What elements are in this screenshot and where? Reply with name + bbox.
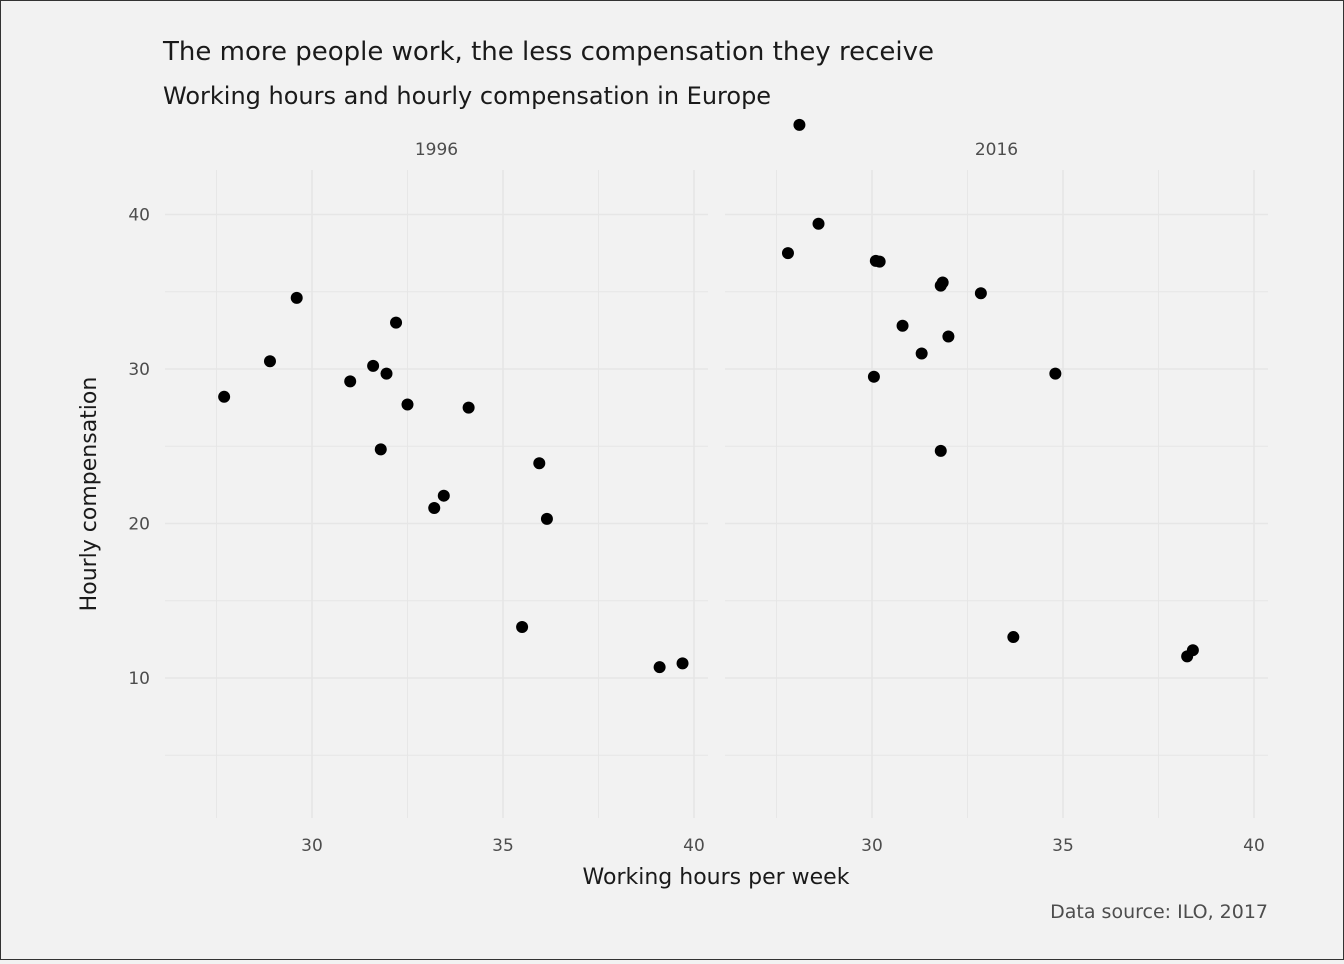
data-point [812,217,825,230]
data-point [390,316,403,329]
y-tick-label: 40 [128,206,150,226]
data-point [374,443,387,456]
data-point [793,118,806,131]
data-point [942,330,955,343]
y-axis-title: Hourly compensation [77,377,102,612]
data-point [781,247,794,260]
data-point [516,621,529,634]
data-point [934,444,947,457]
data-point [1049,367,1062,380]
x-tick-label: 35 [492,836,514,856]
y-tick-label: 20 [128,515,150,535]
data-point [263,355,276,368]
data-point [896,319,909,332]
data-point [540,512,553,525]
chart-subtitle: Working hours and hourly compensation in… [163,82,771,110]
x-tick-label: 40 [683,836,705,856]
data-point [218,390,231,403]
data-point [653,661,666,674]
x-tick-label: 40 [1243,836,1265,856]
data-point [380,367,393,380]
data-point [915,347,928,360]
y-tick-label: 30 [128,360,150,380]
data-point [1007,631,1020,644]
panel-label: 2016 [975,140,1018,160]
data-point [367,359,380,372]
x-tick-label: 35 [1052,836,1074,856]
data-point [437,489,450,502]
data-point [428,502,441,515]
data-point [290,291,303,304]
x-tick-label: 30 [861,836,883,856]
data-point [533,457,546,470]
y-tick-label: 10 [128,669,150,689]
data-point [867,370,880,383]
data-point [462,401,475,414]
chart-caption: Data source: ILO, 2017 [1050,901,1268,923]
data-point [676,657,689,670]
x-tick-label: 30 [301,836,323,856]
data-point [873,255,886,268]
data-point [344,375,357,388]
chart-title: The more people work, the less compensat… [162,37,934,67]
data-point [936,276,949,289]
x-axis-title: Working hours per week [583,865,850,890]
panel-label: 1996 [415,140,458,160]
data-point [401,398,414,411]
data-point [1186,644,1199,657]
data-point [974,287,987,300]
